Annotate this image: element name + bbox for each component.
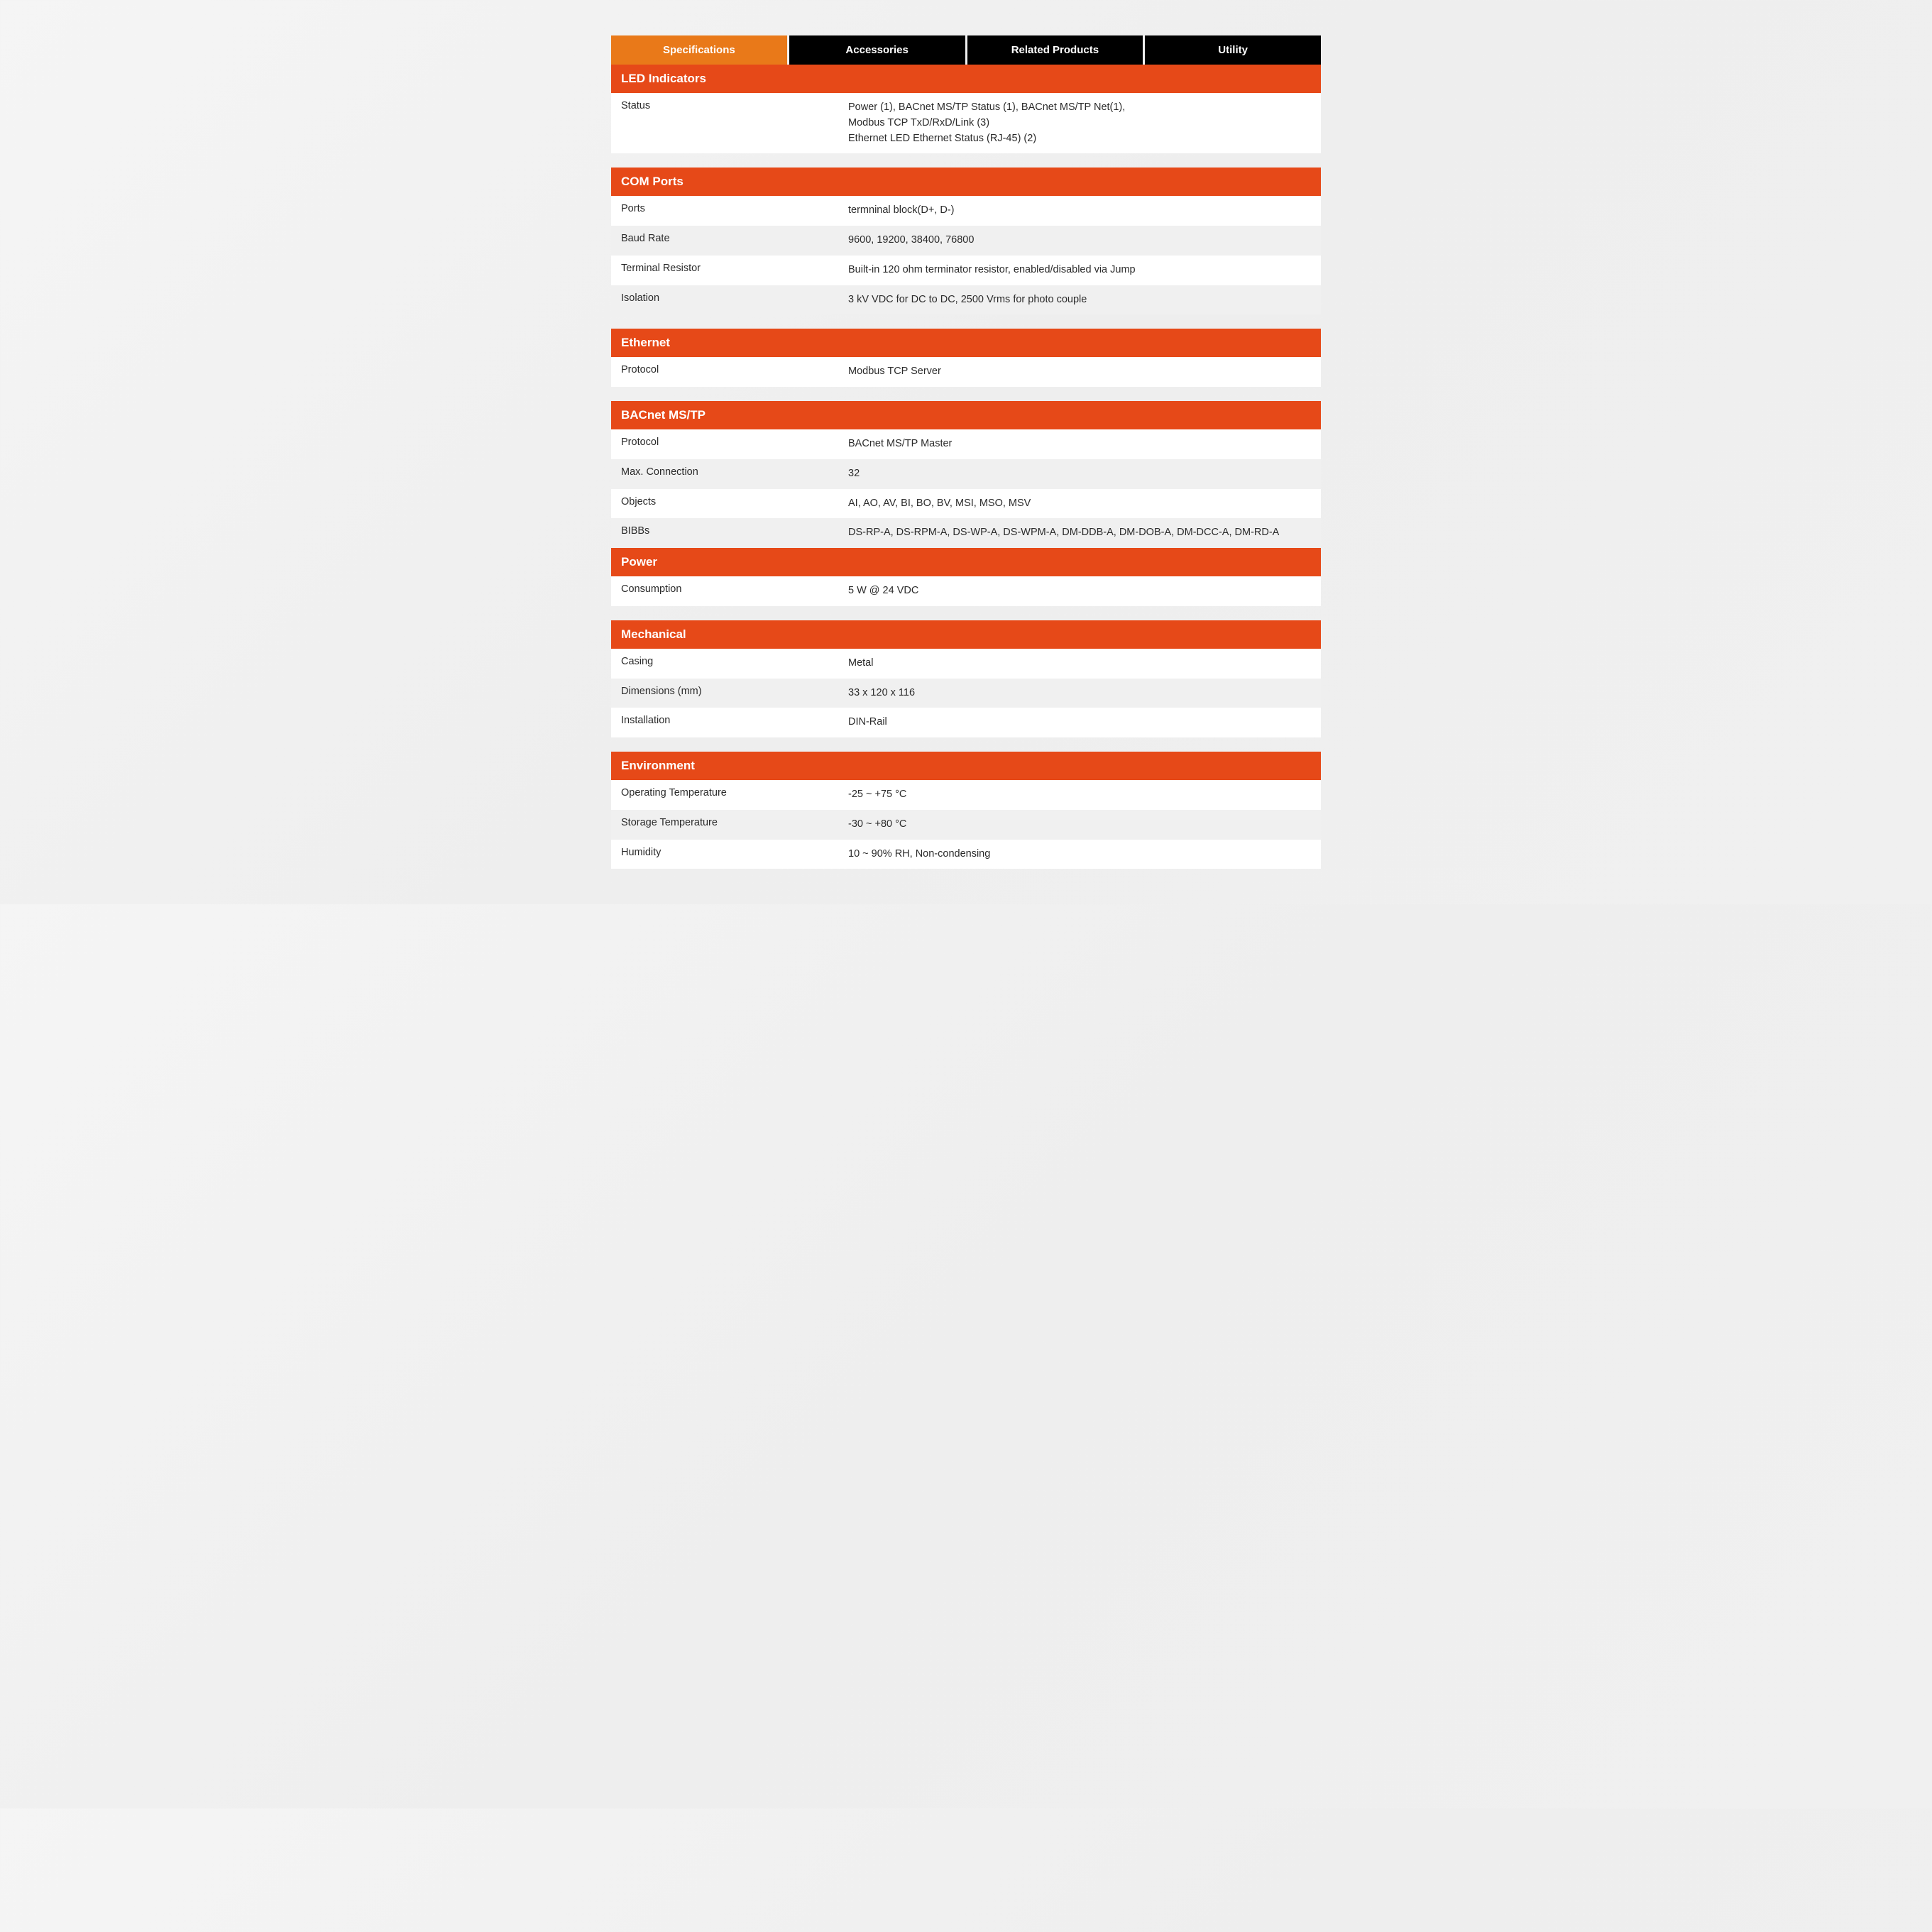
spec-row: ProtocolModbus TCP Server: [611, 357, 1321, 387]
spec-row: Storage Temperature-30 ~ +80 °C: [611, 810, 1321, 840]
spec-container: SpecificationsAccessoriesRelated Product…: [611, 35, 1321, 869]
spec-label: Max. Connection: [621, 466, 848, 482]
spec-row: Terminal ResistorBuilt-in 120 ohm termin…: [611, 256, 1321, 285]
spec-value: Modbus TCP Server: [848, 364, 1311, 380]
spec-label: Objects: [621, 496, 848, 512]
tab-specifications[interactable]: Specifications: [611, 35, 787, 65]
spec-label: Humidity: [621, 847, 848, 862]
spec-label: Casing: [621, 656, 848, 671]
spec-label: Isolation: [621, 292, 848, 308]
spec-label: Operating Temperature: [621, 787, 848, 803]
spec-label: Terminal Resistor: [621, 263, 848, 278]
section-header-bacnet-ms-tp: BACnet MS/TP: [611, 401, 1321, 429]
spec-value: Metal: [848, 656, 1311, 671]
section-header-mechanical: Mechanical: [611, 620, 1321, 649]
spec-value: DS-RP-A, DS-RPM-A, DS-WP-A, DS-WPM-A, DM…: [848, 525, 1311, 541]
section-gap: [611, 153, 1321, 168]
section-gap: [611, 737, 1321, 752]
spec-row: Baud Rate9600, 19200, 38400, 76800: [611, 226, 1321, 256]
spec-value: BACnet MS/TP Master: [848, 437, 1311, 452]
spec-label: Consumption: [621, 583, 848, 599]
spec-value: 10 ~ 90% RH, Non-condensing: [848, 847, 1311, 862]
spec-row: Operating Temperature-25 ~ +75 °C: [611, 780, 1321, 810]
tab-bar: SpecificationsAccessoriesRelated Product…: [611, 35, 1321, 65]
section-header-power: Power: [611, 548, 1321, 576]
spec-row: BIBBsDS-RP-A, DS-RPM-A, DS-WP-A, DS-WPM-…: [611, 518, 1321, 548]
spec-row: CasingMetal: [611, 649, 1321, 679]
spec-label: Baud Rate: [621, 233, 848, 248]
spec-value: -30 ~ +80 °C: [848, 817, 1311, 833]
spec-row: Max. Connection32: [611, 459, 1321, 489]
spec-label: Dimensions (mm): [621, 686, 848, 701]
spec-label: Protocol: [621, 364, 848, 380]
spec-value: 3 kV VDC for DC to DC, 2500 Vrms for pho…: [848, 292, 1311, 308]
spec-row: Isolation3 kV VDC for DC to DC, 2500 Vrm…: [611, 285, 1321, 315]
spec-label: BIBBs: [621, 525, 848, 541]
spec-label: Status: [621, 100, 848, 146]
spec-value: 5 W @ 24 VDC: [848, 583, 1311, 599]
section-header-ethernet: Ethernet: [611, 329, 1321, 357]
spec-value: DIN-Rail: [848, 715, 1311, 730]
spec-value: 32: [848, 466, 1311, 482]
spec-value: AI, AO, AV, BI, BO, BV, MSI, MSO, MSV: [848, 496, 1311, 512]
spec-label: Installation: [621, 715, 848, 730]
spec-value: Power (1), BACnet MS/TP Status (1), BACn…: [848, 100, 1311, 146]
tab-accessories[interactable]: Accessories: [789, 35, 965, 65]
spec-value: termninal block(D+, D-): [848, 203, 1311, 219]
spec-label: Ports: [621, 203, 848, 219]
section-header-environment: Environment: [611, 752, 1321, 780]
tab-utility[interactable]: Utility: [1145, 35, 1321, 65]
spec-label: Storage Temperature: [621, 817, 848, 833]
section-gap: [611, 606, 1321, 620]
spec-label: Protocol: [621, 437, 848, 452]
spec-row: StatusPower (1), BACnet MS/TP Status (1)…: [611, 93, 1321, 153]
spec-row: ObjectsAI, AO, AV, BI, BO, BV, MSI, MSO,…: [611, 489, 1321, 519]
spec-value: 9600, 19200, 38400, 76800: [848, 233, 1311, 248]
section-gap: [611, 314, 1321, 329]
spec-row: Consumption 5 W @ 24 VDC: [611, 576, 1321, 606]
section-header-led-indicators: LED Indicators: [611, 65, 1321, 93]
spec-row: ProtocolBACnet MS/TP Master: [611, 429, 1321, 459]
spec-row: InstallationDIN-Rail: [611, 708, 1321, 737]
section-gap: [611, 387, 1321, 401]
sections-wrapper: LED IndicatorsStatusPower (1), BACnet MS…: [611, 65, 1321, 869]
spec-value: -25 ~ +75 °C: [848, 787, 1311, 803]
spec-row: Dimensions (mm)33 x 120 x 116: [611, 679, 1321, 708]
spec-value: 33 x 120 x 116: [848, 686, 1311, 701]
spec-row: Portstermninal block(D+, D-): [611, 196, 1321, 226]
spec-row: Humidity10 ~ 90% RH, Non-condensing: [611, 840, 1321, 869]
tab-related-products[interactable]: Related Products: [967, 35, 1143, 65]
spec-value: Built-in 120 ohm terminator resistor, en…: [848, 263, 1311, 278]
section-header-com-ports: COM Ports: [611, 168, 1321, 196]
